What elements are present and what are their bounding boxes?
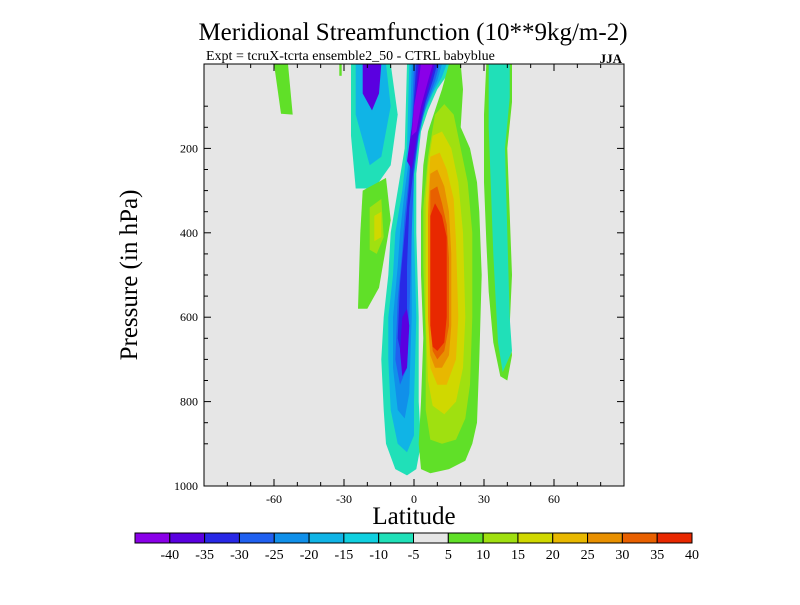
colorbar [134,532,693,544]
colorbar-label: -10 [369,548,388,563]
x-tick-label: -60 [266,492,282,506]
colorbar-label: -35 [195,548,214,563]
colorbar-label: -20 [300,548,319,563]
colorbar-box [552,532,589,544]
y-axis-label: Pressure (in hPa) [116,190,143,361]
colorbar-label: 35 [650,548,664,563]
colorbar-box [413,532,449,544]
colorbar-label: 20 [546,548,560,563]
colorbar-label: 10 [476,548,490,563]
colorbar-box [447,532,484,544]
contour-upper-left-green [274,64,293,115]
colorbar-box [134,532,171,544]
x-axis-label: Latitude [372,503,455,530]
chart-title: Meridional Streamfunction (10**9kg/m-2) [198,19,627,46]
colorbar-label: 25 [581,548,595,563]
season-label: JJA [600,51,623,66]
contour-neg-lower-35 [400,308,410,377]
contour-left-yellow-core [374,211,382,242]
colorbar-label: -40 [160,548,179,563]
contour-left-strip-purple [362,64,382,111]
x-tick-label: -30 [336,492,352,506]
contour-neg-cell-40 [411,64,433,136]
x-tick-label: 0 [411,492,417,506]
colorbar-box [621,532,658,544]
colorbar-labels: -40 -35 -30 -25 -20 -15 -10 -5 5 10 15 20 25 30 35 40 [160,548,699,563]
y-tick-labels: 200 400 600 800 1000 [174,141,198,493]
x-tick-label: 30 [478,492,490,506]
chart-subtitle: Expt = tcruX-tcrta ensemble2_50 - CTRL b… [206,49,495,64]
colorbar-box [343,532,380,544]
colorbar-label: -25 [265,548,284,563]
axis-ticks [204,64,624,486]
contour-neg-cell-35 [407,64,435,170]
colorbar-label: -5 [408,548,420,563]
colorbar-box [204,532,240,544]
contour-small-green-sliver [339,64,342,76]
contour-fills [274,64,512,476]
x-tick-label: 60 [548,492,560,506]
colorbar-box [378,532,414,544]
colorbar-label: 5 [445,548,452,563]
y-tick-label: 600 [180,310,198,324]
x-tick-labels: -60 -30 0 30 60 [266,492,560,506]
y-tick-label: 400 [180,226,198,240]
colorbar-box [656,532,693,544]
colorbar-label: 40 [685,548,699,563]
colorbar-label: -30 [230,548,249,563]
colorbar-box [517,532,554,544]
colorbar-box [238,532,275,544]
colorbar-label: 15 [511,548,525,563]
contour-pos-cell-35 [430,203,447,351]
y-tick-label: 800 [180,395,198,409]
y-tick-label: 200 [180,141,198,155]
colorbar-box [308,532,345,544]
colorbar-label: 30 [615,548,629,563]
y-tick-label: 1000 [174,479,198,493]
colorbar-box [587,532,623,544]
contour-right-strip-cyan [488,64,512,373]
colorbar-box [482,532,519,544]
colorbar-box [169,532,206,544]
colorbar-box [273,532,310,544]
colorbar-label: -15 [335,548,354,563]
